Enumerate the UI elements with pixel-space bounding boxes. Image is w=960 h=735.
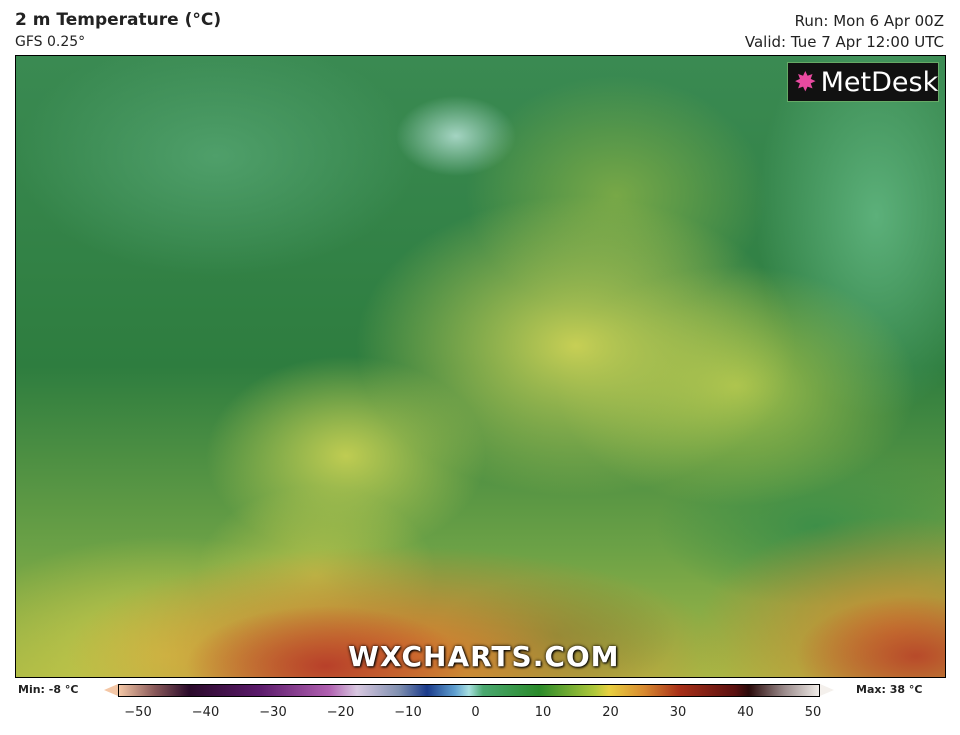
colorbar-tick: 20 — [602, 705, 619, 720]
temperature-map: ✸ MetDesk WXCHARTS.COM — [15, 55, 946, 678]
colorbar-tick: 10 — [534, 705, 552, 720]
colorbar-high-arrow — [820, 684, 834, 696]
run-time: Run: Mon 6 Apr 00Z — [794, 12, 944, 30]
logo-text: MetDesk — [820, 66, 939, 98]
max-value: Max: 38 °C — [856, 683, 923, 696]
metdesk-burst-icon: ✸ — [794, 66, 817, 98]
colorbar-tick: −50 — [124, 705, 152, 720]
colorbar-tick: −40 — [191, 705, 220, 720]
min-value: Min: -8 °C — [18, 683, 79, 696]
colorbar — [118, 684, 820, 697]
colorbar-tick: −10 — [394, 705, 422, 720]
colorbar-tick: 0 — [471, 705, 480, 720]
watermark: WXCHARTS.COM — [348, 640, 620, 673]
colorbar-tick: −30 — [259, 705, 287, 720]
colorbar-low-arrow — [104, 684, 118, 696]
colorbar-tick: 40 — [737, 705, 754, 720]
colorbar-tick: 50 — [804, 705, 822, 720]
model-label: GFS 0.25° — [15, 34, 86, 50]
metdesk-logo: ✸ MetDesk — [787, 62, 939, 102]
colorbar-tick: −20 — [326, 705, 355, 720]
colorbar-tick: 30 — [669, 705, 687, 720]
valid-time: Valid: Tue 7 Apr 12:00 UTC — [744, 33, 944, 51]
chart-title: 2 m Temperature (°C) — [15, 10, 222, 30]
